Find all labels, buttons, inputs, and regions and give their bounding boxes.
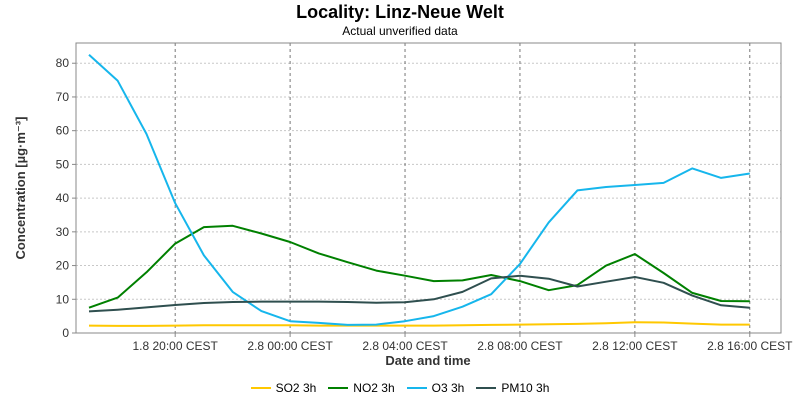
y-tick-label: 70 (56, 90, 70, 104)
legend-item-no2-3h: NO2 3h (328, 381, 395, 395)
x-tick-label: 2.8 04:00 CEST (362, 339, 448, 353)
legend-label: NO2 3h (353, 381, 395, 395)
legend-label: SO2 3h (275, 381, 317, 395)
legend-item-o3-3h: O3 3h (406, 381, 465, 395)
x-tick-label: 2.8 16:00 CEST (707, 339, 793, 353)
legend-item-pm10-3h: PM10 3h (476, 381, 549, 395)
axis-ticks: 0 10 20 30 40 50 60 70 80 1.8 20:00 CEST 2.8 00:00… (56, 56, 794, 353)
y-tick-label: 50 (56, 157, 70, 171)
legend-item-so2-3h: SO2 3h (250, 381, 317, 395)
legend-swatch (406, 387, 427, 389)
x-tick-label: 1.8 20:00 CEST (132, 339, 218, 353)
y-tick-label: 40 (56, 191, 70, 205)
y-tick-label: 10 (56, 292, 70, 306)
series-lines (88, 54, 750, 327)
legend-swatch (476, 387, 497, 389)
x-tick-label: 2.8 12:00 CEST (592, 339, 678, 353)
y-tick-label: 0 (62, 326, 69, 340)
y-tick-label: 80 (56, 56, 70, 70)
x-tick-label: 2.8 08:00 CEST (477, 339, 563, 353)
x-axis-label: Date and time (385, 353, 470, 368)
y-axis-label: Concentration [µg·m⁻³] (13, 117, 28, 260)
grid-lines (76, 43, 781, 333)
legend: SO2 3h NO2 3h O3 3h PM10 3h (0, 381, 800, 395)
legend-swatch (328, 387, 349, 389)
y-tick-label: 30 (56, 225, 70, 239)
y-tick-label: 20 (56, 259, 70, 273)
chart-subtitle: Actual unverified data (342, 24, 458, 38)
legend-label: O3 3h (431, 381, 465, 395)
legend-label: PM10 3h (501, 381, 550, 395)
legend-swatch (250, 387, 271, 389)
series-line-so2-3h (88, 321, 750, 327)
chart-title: Locality: Linz-Neue Welt (296, 2, 504, 22)
series-line-o3-3h (88, 54, 750, 326)
series-line-no2-3h (88, 224, 750, 309)
plot-frame (75, 42, 782, 334)
y-tick-label: 60 (56, 124, 70, 138)
series-line-pm10-3h (88, 274, 750, 313)
x-tick-label: 2.8 00:00 CEST (247, 339, 333, 353)
